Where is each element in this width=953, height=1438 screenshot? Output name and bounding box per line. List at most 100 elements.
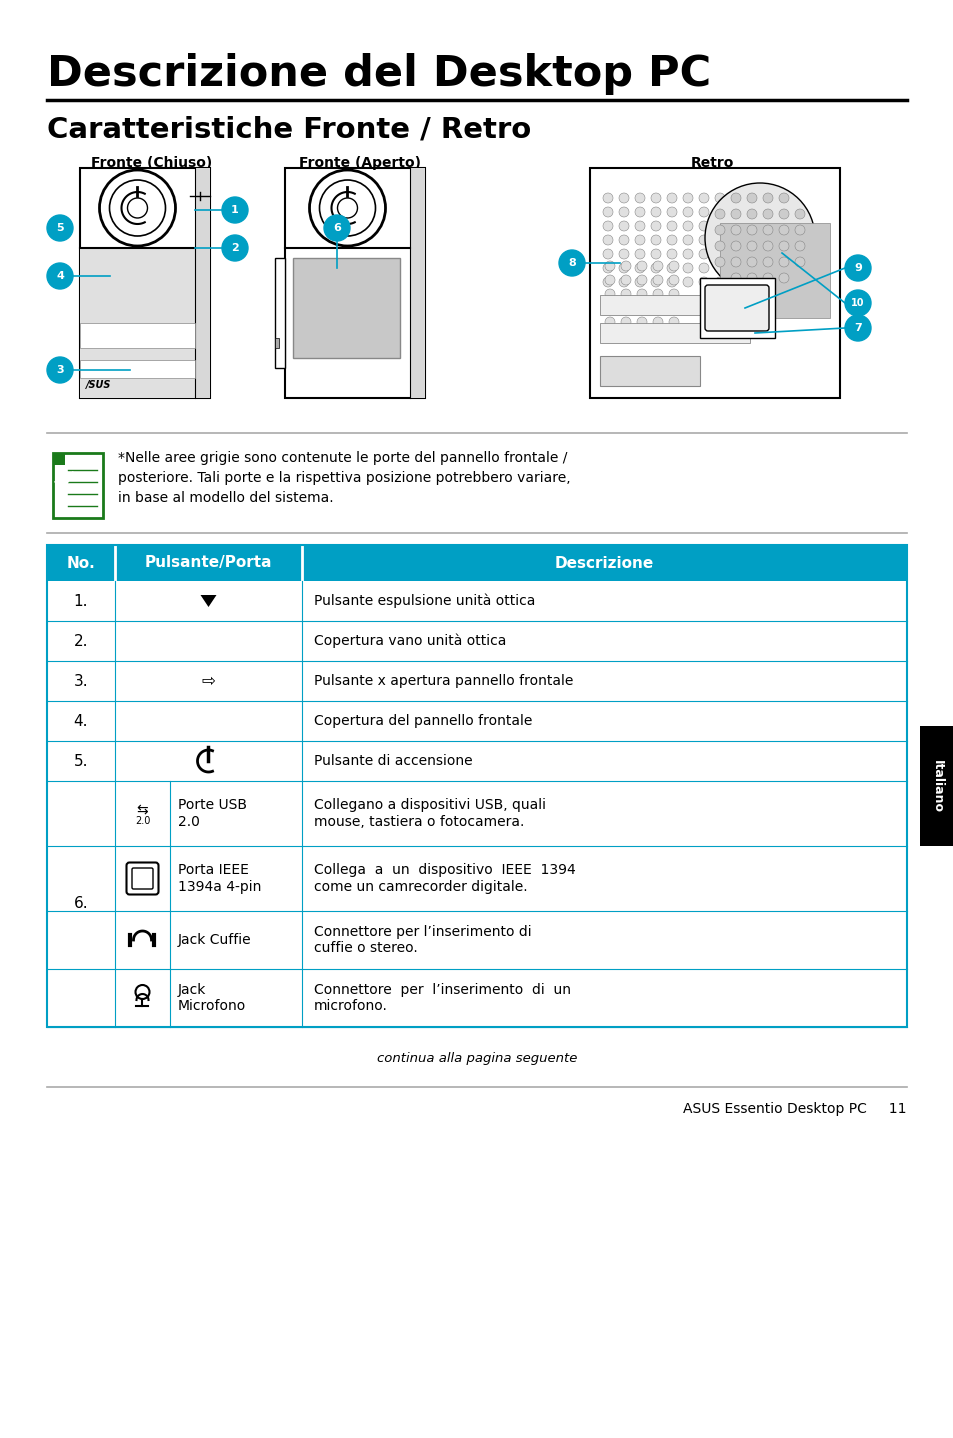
Text: /SUS: /SUS (86, 380, 112, 390)
Circle shape (666, 234, 677, 244)
Circle shape (746, 257, 757, 267)
Text: 6.: 6. (73, 896, 89, 912)
Circle shape (762, 273, 772, 283)
Circle shape (746, 209, 757, 219)
Text: Copertura del pannello frontale: Copertura del pannello frontale (314, 715, 532, 728)
FancyBboxPatch shape (132, 869, 152, 889)
Text: Connettore  per  l’inserimento  di  un
microfono.: Connettore per l’inserimento di un micro… (314, 984, 571, 1014)
Text: 10: 10 (850, 298, 863, 308)
Circle shape (337, 198, 357, 219)
Circle shape (135, 985, 150, 999)
Circle shape (650, 193, 660, 203)
Circle shape (602, 249, 613, 259)
Text: 8: 8 (568, 257, 576, 267)
Bar (80, 360, 194, 378)
Circle shape (730, 209, 740, 219)
Circle shape (779, 273, 788, 283)
Text: Porte USB
2.0: Porte USB 2.0 (178, 798, 247, 828)
Bar (293, 257, 399, 358)
Circle shape (762, 193, 772, 203)
Text: Descrizione: Descrizione (555, 555, 654, 571)
Circle shape (666, 193, 677, 203)
Bar (47, 912, 906, 969)
Circle shape (844, 315, 870, 341)
Circle shape (604, 262, 615, 270)
Bar (47, 545, 906, 581)
Text: Pulsante x apertura pannello frontale: Pulsante x apertura pannello frontale (314, 674, 573, 687)
Circle shape (128, 198, 148, 219)
Text: Copertura vano unità ottica: Copertura vano unità ottica (314, 634, 506, 649)
Circle shape (714, 221, 724, 232)
Circle shape (637, 275, 646, 285)
Circle shape (668, 262, 679, 270)
Text: 9: 9 (853, 263, 861, 273)
Bar (274, 338, 278, 348)
Circle shape (652, 303, 662, 313)
Circle shape (699, 263, 708, 273)
Circle shape (794, 257, 804, 267)
Circle shape (668, 316, 679, 326)
Circle shape (779, 193, 788, 203)
Bar (80, 168, 210, 398)
Bar (194, 168, 210, 398)
Text: *Nelle aree grigie sono contenute le porte del pannello frontale /: *Nelle aree grigie sono contenute le por… (118, 452, 567, 464)
Text: 2: 2 (231, 243, 238, 253)
Text: 2.: 2. (73, 634, 89, 649)
Circle shape (652, 275, 662, 285)
Circle shape (47, 263, 73, 289)
Circle shape (110, 180, 165, 236)
Circle shape (666, 263, 677, 273)
Circle shape (602, 221, 613, 232)
Bar (47, 969, 906, 1027)
Circle shape (47, 216, 73, 242)
Circle shape (682, 207, 692, 217)
Circle shape (714, 249, 724, 259)
Text: Retro: Retro (690, 155, 733, 170)
Bar (47, 781, 906, 846)
Text: No.: No. (67, 555, 95, 571)
Circle shape (682, 263, 692, 273)
Circle shape (668, 275, 679, 285)
Circle shape (714, 234, 724, 244)
Text: posteriore. Tali porte e la rispettiva posizione potrebbero variare,: posteriore. Tali porte e la rispettiva p… (118, 472, 570, 485)
Circle shape (637, 289, 646, 299)
Circle shape (558, 250, 584, 276)
Circle shape (620, 275, 630, 285)
Circle shape (762, 257, 772, 267)
Circle shape (699, 221, 708, 232)
Text: 3: 3 (56, 365, 64, 375)
Bar (919, 726, 953, 846)
Bar (410, 168, 424, 398)
Circle shape (714, 209, 724, 219)
Circle shape (682, 249, 692, 259)
Circle shape (650, 263, 660, 273)
Circle shape (650, 249, 660, 259)
Text: continua alla pagina seguente: continua alla pagina seguente (376, 1053, 577, 1066)
Text: ⇨: ⇨ (201, 672, 215, 690)
Circle shape (746, 224, 757, 234)
Circle shape (635, 207, 644, 217)
Circle shape (602, 193, 613, 203)
Bar (53, 453, 103, 518)
Circle shape (668, 303, 679, 313)
Polygon shape (200, 595, 216, 607)
Circle shape (699, 249, 708, 259)
Circle shape (602, 234, 613, 244)
Circle shape (635, 263, 644, 273)
Circle shape (730, 242, 740, 252)
Text: in base al modello del sistema.: in base al modello del sistema. (118, 490, 334, 505)
Text: 4.: 4. (73, 713, 89, 729)
Circle shape (762, 209, 772, 219)
Circle shape (618, 263, 628, 273)
Circle shape (794, 242, 804, 252)
Circle shape (714, 257, 724, 267)
Circle shape (637, 262, 646, 270)
Circle shape (618, 249, 628, 259)
Circle shape (652, 289, 662, 299)
Circle shape (604, 316, 615, 326)
Circle shape (319, 180, 375, 236)
Circle shape (604, 289, 615, 299)
Circle shape (699, 278, 708, 288)
Bar (285, 168, 424, 398)
Circle shape (650, 221, 660, 232)
